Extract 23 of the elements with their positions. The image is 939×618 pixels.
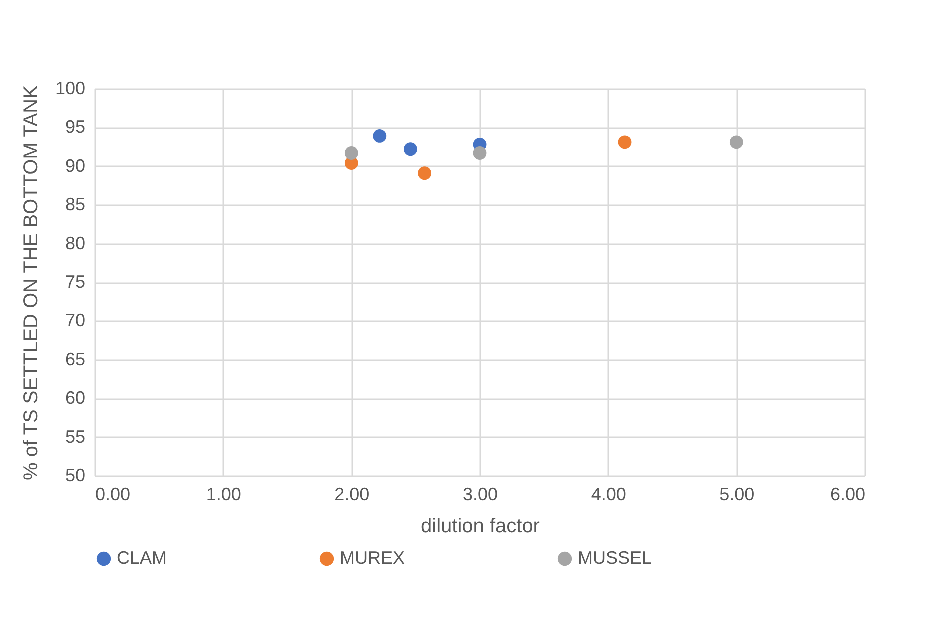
y-axis-title: % of TS SETTLED ON THE BOTTOM TANK	[20, 84, 42, 480]
y-tick-label: 50	[65, 466, 86, 486]
y-tick-label: 100	[55, 78, 86, 98]
y-tick-label: 65	[65, 349, 86, 370]
x-tick-label: 0.00	[96, 484, 131, 504]
y-tick-label: 85	[65, 194, 86, 215]
x-tick-label: 6.00	[830, 484, 866, 504]
x-tick-label: 4.00	[591, 484, 626, 504]
x-tick-label: 1.00	[206, 484, 242, 504]
x-tick-label: 2.00	[334, 484, 370, 504]
y-tick-label: 70	[65, 310, 86, 331]
x-axis-title: dilution factor	[421, 516, 540, 538]
y-tick-label: 55	[65, 426, 86, 447]
legend-label: MUSSEL	[578, 548, 652, 568]
legend-label: CLAM	[117, 548, 168, 568]
y-tick-label: 90	[65, 156, 86, 176]
y-tick-label: 60	[65, 388, 86, 408]
y-tick-label: 75	[65, 272, 86, 292]
x-tick-label: 5.00	[720, 484, 755, 504]
y-tick-label: 95	[65, 117, 86, 138]
y-tick-label: 80	[65, 233, 86, 254]
legend-label: MUREX	[340, 548, 406, 568]
x-tick-label: 3.00	[462, 484, 498, 504]
